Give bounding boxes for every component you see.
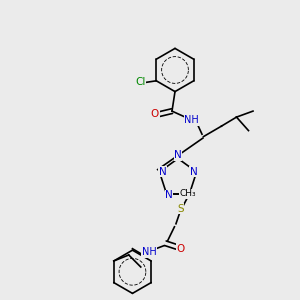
Text: N: N xyxy=(159,167,166,177)
Text: NH: NH xyxy=(142,247,156,257)
Text: NH: NH xyxy=(184,115,199,125)
Text: N: N xyxy=(190,167,197,177)
Text: N: N xyxy=(174,151,182,160)
Text: O: O xyxy=(176,244,184,254)
Text: S: S xyxy=(177,204,184,214)
Text: CH₃: CH₃ xyxy=(180,189,196,198)
Text: O: O xyxy=(151,109,159,119)
Text: N: N xyxy=(165,190,173,200)
Text: Cl: Cl xyxy=(135,77,146,87)
